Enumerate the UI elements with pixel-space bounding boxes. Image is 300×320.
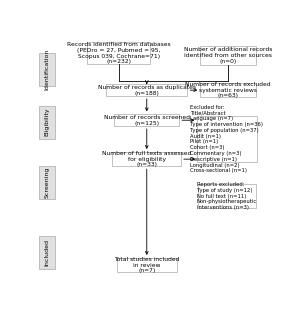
FancyBboxPatch shape xyxy=(106,84,188,96)
Text: Included: Included xyxy=(44,239,49,266)
Text: Identification: Identification xyxy=(44,49,49,90)
Text: Number of records as duplicates
(n=188): Number of records as duplicates (n=188) xyxy=(98,85,196,96)
FancyBboxPatch shape xyxy=(200,84,256,97)
FancyBboxPatch shape xyxy=(112,152,181,166)
FancyBboxPatch shape xyxy=(116,258,177,272)
Text: Number of additional records
identified from other sources
(n=0): Number of additional records identified … xyxy=(184,47,272,64)
Text: Reports excluded:
Type of study (n=12)
No full text (n=11)
Non-physiotherapeutic: Reports excluded: Type of study (n=12) N… xyxy=(197,182,257,210)
FancyBboxPatch shape xyxy=(197,116,256,162)
FancyBboxPatch shape xyxy=(198,184,256,208)
FancyBboxPatch shape xyxy=(39,236,55,269)
Text: Total studies included
in review
(n=7): Total studies included in review (n=7) xyxy=(114,257,179,273)
Text: Number of full texts assessed
for eligibility
(n=33): Number of full texts assessed for eligib… xyxy=(102,151,191,167)
FancyBboxPatch shape xyxy=(39,52,55,86)
Text: Records identified from databases
(PEDro = 27, Pubmed = 95,
Scopus 039, Cochrane: Records identified from databases (PEDro… xyxy=(67,42,171,64)
Text: Number of records excluded
systematic reviews
(n=63): Number of records excluded systematic re… xyxy=(185,82,271,99)
Text: Excluded for:
Title/Abstract
Language (n=7)
Type of intervention (n=36)
Type of : Excluded for: Title/Abstract Language (n… xyxy=(190,105,263,173)
Text: Screening: Screening xyxy=(44,167,49,198)
FancyBboxPatch shape xyxy=(200,46,256,65)
Text: Eligibility: Eligibility xyxy=(44,108,49,137)
FancyBboxPatch shape xyxy=(39,166,55,199)
Text: Number of records screened
(n=125): Number of records screened (n=125) xyxy=(104,115,190,126)
FancyBboxPatch shape xyxy=(88,42,150,64)
FancyBboxPatch shape xyxy=(39,106,55,139)
FancyBboxPatch shape xyxy=(114,114,179,126)
